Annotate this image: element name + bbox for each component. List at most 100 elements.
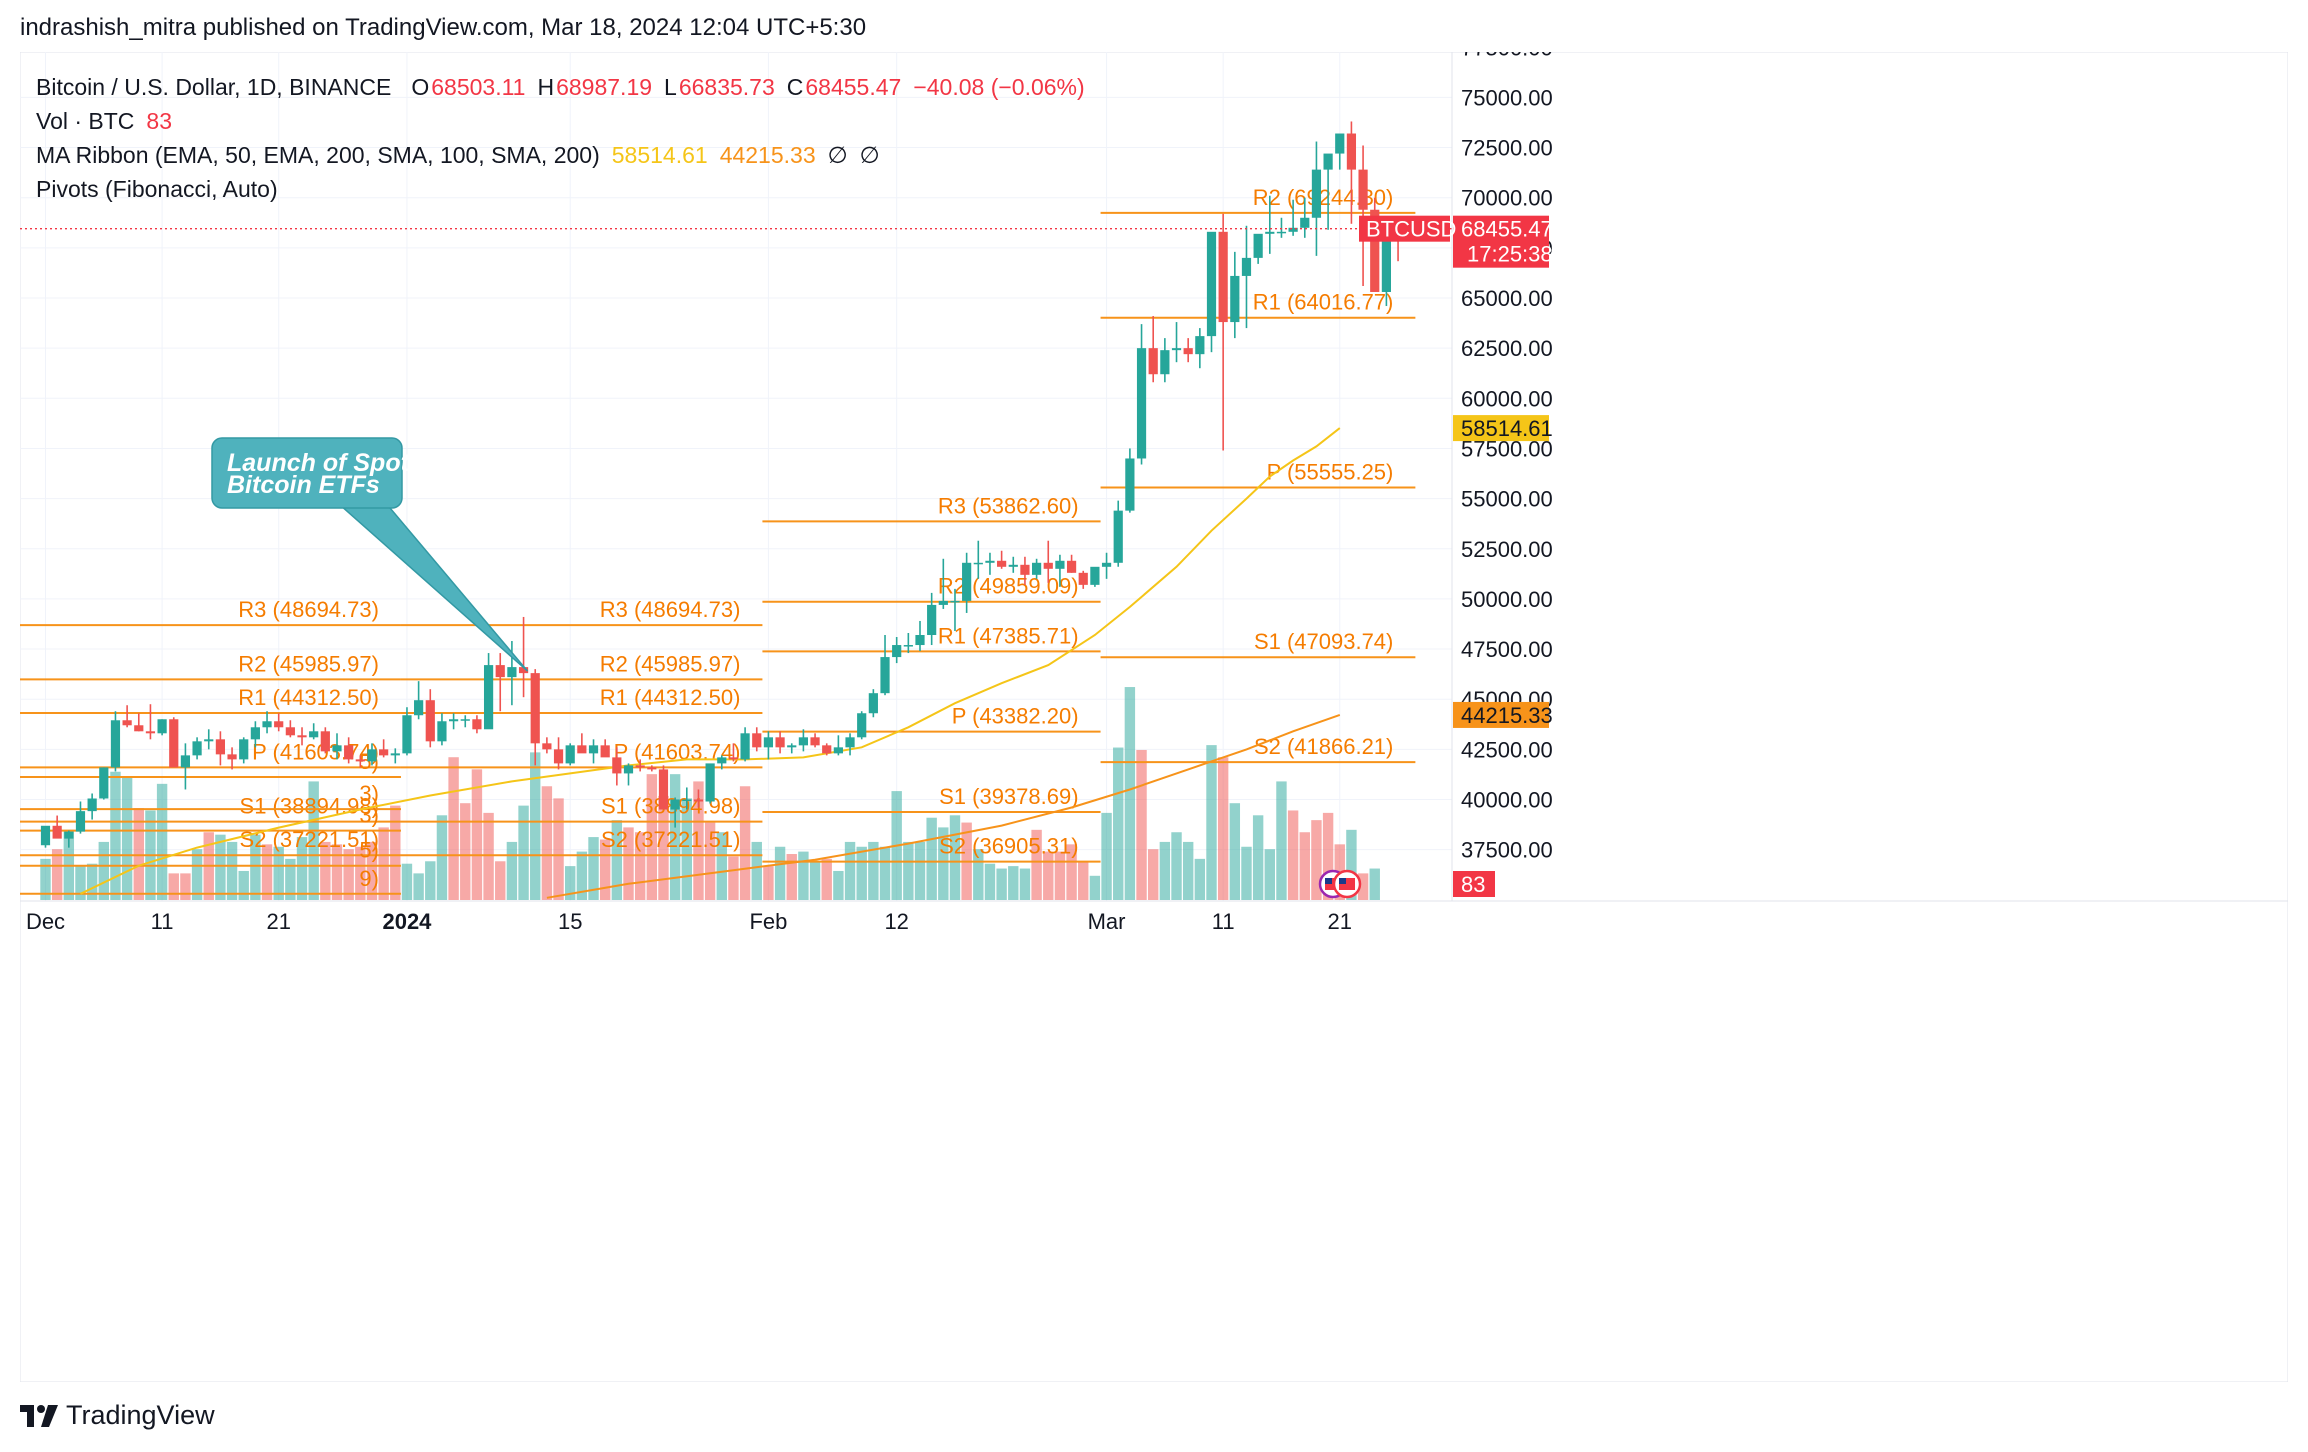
candle-body: [507, 667, 517, 678]
candle-body: [285, 727, 295, 736]
legend-volume-label: Vol · BTC: [36, 108, 135, 134]
time-tick-label: 11: [151, 909, 174, 934]
volume-bar: [681, 798, 692, 900]
volume-bar: [1299, 832, 1310, 900]
volume-bar: [1171, 832, 1182, 900]
candle-body: [472, 719, 482, 730]
price-tick-label: 77500.00: [1461, 52, 1553, 60]
volume-bar: [844, 841, 856, 900]
flag-canton-icon: [1325, 878, 1332, 884]
volume-bar: [238, 870, 249, 900]
time-tick-label: Mar: [1088, 909, 1126, 934]
volume-bar: [483, 812, 494, 900]
time-tick-label: 2024: [382, 909, 432, 934]
candle-body: [1241, 257, 1252, 276]
candle-body: [518, 667, 529, 674]
volume-bar: [1043, 851, 1054, 900]
symbol-badge-label: BTCUSD: [1366, 217, 1456, 242]
legend-symbol-row[interactable]: Bitcoin / U.S. Dollar, 1D, BINANCE O6850…: [36, 70, 1085, 104]
volume-bar: [250, 834, 261, 900]
chart-panel[interactable]: S1 (38894.98)S2 (37221.51)P (41603.74)R1…: [20, 52, 2288, 1382]
volume-bar: [809, 861, 821, 900]
candle-body: [682, 799, 692, 801]
candle-body: [845, 737, 855, 748]
time-tick-label: Dec: [26, 909, 65, 934]
volume-bar: [1241, 846, 1252, 900]
volume-bar: [110, 771, 121, 900]
price-tick-label: 65000.00: [1461, 286, 1553, 311]
countdown-label: 17:25:38: [1467, 242, 1553, 267]
candle-body: [717, 757, 727, 764]
pivot-label: S2 (37221.51): [601, 827, 740, 852]
candle-body: [962, 562, 972, 601]
legend-ma-value-1: 58514.61: [611, 142, 708, 168]
candle-body: [1253, 233, 1263, 258]
volume-bar: [261, 844, 273, 900]
time-tick-label: 12: [884, 909, 908, 934]
price-axis[interactable]: 37500.0040000.0042500.0045000.0047500.00…: [1359, 52, 1553, 901]
legend-volume-row[interactable]: Vol · BTC 83: [36, 104, 1085, 138]
volume-bar: [343, 849, 354, 900]
candle-body: [239, 739, 249, 760]
volume-bar: [75, 866, 86, 900]
candle-body: [997, 560, 1007, 567]
legend-pivots-label: Pivots (Fibonacci, Auto): [36, 176, 278, 202]
volume-bar: [1264, 849, 1275, 900]
callout-text-line1: Launch of Spot: [227, 449, 411, 477]
candle-body: [1101, 562, 1112, 567]
candle-body: [1230, 275, 1240, 323]
ma-200-line: [546, 713, 1341, 899]
price-tick-label: 47500.00: [1461, 637, 1553, 662]
candle-body: [390, 753, 400, 756]
volume-bar: [1136, 749, 1147, 900]
candle-body: [600, 745, 610, 758]
volume-bar: [1357, 873, 1369, 900]
tradingview-brand[interactable]: TradingView: [20, 1400, 215, 1431]
candle-body: [1078, 572, 1088, 585]
candle-body: [122, 720, 132, 726]
candle-body: [1148, 348, 1158, 375]
legend-ma-row[interactable]: MA Ribbon (EMA, 50, EMA, 200, SMA, 100, …: [36, 138, 1085, 172]
candle-body: [367, 749, 377, 762]
pivot-label: S1 (47093.74): [1254, 629, 1393, 654]
candle-body: [134, 725, 144, 732]
volume-bar: [378, 827, 389, 900]
volume-bar: [879, 846, 891, 900]
candle-body: [985, 560, 995, 563]
event-flags-icon[interactable]: [1318, 869, 1362, 899]
volume-bar: [599, 839, 611, 900]
pivot-label: S2 (36905.31): [939, 834, 1078, 859]
candle-body: [950, 600, 960, 603]
volume-bar: [751, 841, 762, 900]
legend-pivots-row[interactable]: Pivots (Fibonacci, Auto): [36, 172, 1085, 206]
volume-bar: [646, 774, 658, 900]
volume-bar: [774, 846, 786, 900]
time-tick-label: Feb: [749, 909, 787, 934]
time-axis[interactable]: Dec 11 21 2024 15 Feb 12 Mar 11 21: [20, 900, 2288, 934]
legend-close-label: C: [786, 74, 804, 100]
volume-bar: [1229, 803, 1241, 900]
volume-bar: [1217, 757, 1229, 900]
volume-bar: [1019, 868, 1031, 900]
candle-body: [647, 767, 657, 770]
volume-bar: [506, 841, 518, 900]
candle-body: [1346, 133, 1357, 170]
callout-join: [320, 484, 376, 494]
time-tick-label: 21: [1328, 909, 1352, 934]
candle-body: [938, 600, 948, 605]
legend-ma-value-3: ∅: [827, 142, 848, 168]
candle-body: [1288, 227, 1298, 232]
candle-body: [1195, 336, 1205, 355]
volume-bar: [215, 834, 226, 900]
candle-body: [64, 831, 74, 839]
volume-bar: [401, 863, 413, 900]
legend-ma-label: MA Ribbon (EMA, 50, EMA, 200, SMA, 100, …: [36, 142, 600, 168]
volume-bar: [669, 774, 681, 900]
volume-bar: [1159, 841, 1171, 900]
volume-bar: [1113, 747, 1124, 900]
candle-body: [693, 799, 704, 802]
legend-close: 68455.47: [805, 74, 902, 100]
volume-bar: [693, 781, 704, 900]
candle-body: [670, 799, 680, 810]
